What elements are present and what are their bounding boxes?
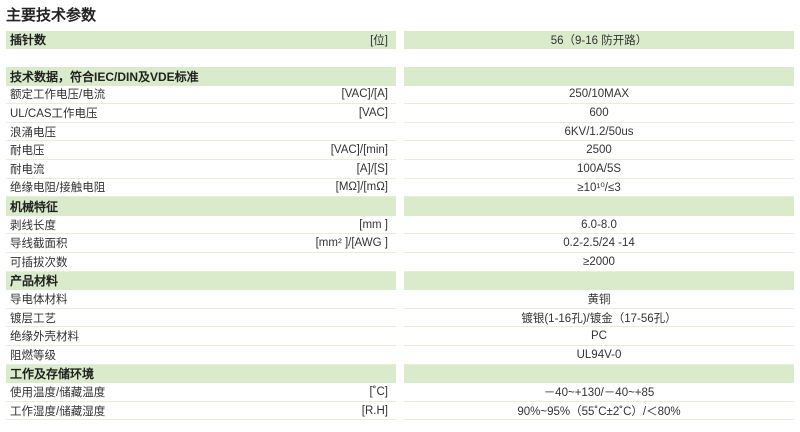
param-name: 可插拔次数 (10, 256, 68, 269)
param-name: 机械特征 (10, 199, 59, 214)
value-cell: ≥10¹⁰/≤3 (404, 179, 794, 198)
value-cell: 0.2-2.5/24 -14 (404, 234, 794, 253)
table-row: 额定工作电压/电流 [VAC]/[A] 250/10MAX (0, 86, 800, 105)
param-name: 工作湿度/储藏湿度 (10, 405, 106, 418)
param-name: 阻燃等级 (10, 349, 56, 362)
param-unit: [位] (370, 34, 388, 47)
value-cell: 600 (404, 104, 794, 123)
section-header-row: 产品材料 (0, 271, 800, 291)
table-row: 耐电压 [VAC]/[min] 2500 (0, 141, 800, 160)
param-cell: 产品材料 (6, 271, 396, 291)
param-name: 额定工作电压/电流 (10, 89, 106, 102)
param-unit: [mm ] (359, 218, 388, 231)
section-header-row: 机械特征 (0, 197, 800, 216)
value-cell: 100A/5S (404, 160, 794, 179)
param-cell: UL/CAS工作电压 [VAC] (6, 104, 396, 123)
param-name: 技术数据，符合IEC/DIN及VDE标准 (10, 69, 199, 84)
section-header-row: 工作及存储环境 (0, 364, 800, 384)
value-cell: 6.0-8.0 (404, 216, 794, 235)
param-name: 绝缘外壳材料 (10, 331, 79, 344)
param-unit: [˚C] (369, 385, 388, 398)
param-name: 耐电压 (10, 145, 45, 158)
value-cell: 黄铜 (404, 290, 794, 309)
table-row: 绝缘外壳材料 PC (0, 327, 800, 346)
param-cell: 导电体材料 (6, 290, 396, 309)
table-row: 工作湿度/储藏湿度 [R.H] 90%~95%（55˚C±2˚C）/＜80% (0, 402, 800, 421)
param-cell: 耐电压 [VAC]/[min] (6, 141, 396, 160)
param-name: 插针数 (10, 33, 47, 48)
table-row: 剥线长度 [mm ] 6.0-8.0 (0, 216, 800, 235)
value-cell: PC (404, 327, 794, 346)
table-row: 耐电流 [A]/[S] 100A/5S (0, 160, 800, 179)
param-name: 浪涌电压 (10, 126, 56, 139)
param-cell: 工作湿度/储藏湿度 [R.H] (6, 402, 396, 421)
param-cell: 绝缘外壳材料 (6, 327, 396, 346)
param-name: UL/CAS工作电压 (10, 107, 98, 120)
param-unit: [VAC] (358, 106, 388, 119)
table-row: 导线截面积 [mm² ]/[AWG ] 0.2-2.5/24 -14 (0, 234, 800, 253)
value-cell: 90%~95%（55˚C±2˚C）/＜80% (404, 402, 794, 421)
param-unit: [mm² ]/[AWG ] (315, 237, 388, 250)
param-cell: 绝缘电阻/接触电阻 [MΩ]/[mΩ] (6, 179, 396, 198)
value-cell: －40~+130/－40~+85 (404, 383, 794, 402)
table-row: 绝缘电阻/接触电阻 [MΩ]/[mΩ] ≥10¹⁰/≤3 (0, 179, 800, 198)
param-name: 剥线长度 (10, 219, 56, 232)
table-row: 使用温度/储藏温度 [˚C] －40~+130/－40~+85 (0, 383, 800, 402)
param-name: 产品材料 (10, 274, 59, 289)
value-cell (404, 364, 794, 384)
table-row: 浪涌电压 6KV/1.2/50us (0, 123, 800, 142)
param-cell: 工作及存储环境 (6, 364, 396, 384)
section-header-row: 技术数据，符合IEC/DIN及VDE标准 (0, 67, 800, 86)
param-unit: [R.H] (361, 404, 388, 417)
value-cell (404, 197, 794, 216)
param-cell: 插针数 [位] (6, 30, 396, 49)
param-name: 耐电流 (10, 163, 45, 176)
value-cell: 56（9-16 防开路） (404, 30, 794, 49)
param-cell: 可插拔次数 (6, 253, 396, 272)
param-cell: 镀层工艺 (6, 309, 396, 328)
param-name: 工作及存储环境 (10, 367, 95, 382)
param-cell: 机械特征 (6, 197, 396, 216)
param-name: 镀层工艺 (10, 312, 56, 325)
value-cell: 2500 (404, 141, 794, 160)
param-cell: 浪涌电压 (6, 123, 396, 142)
value-cell (404, 271, 794, 291)
table-row: 镀层工艺 镀银(1-16孔)/镀金（17-56孔） (0, 309, 800, 328)
param-name: 导电体材料 (10, 293, 68, 306)
param-unit: [VAC]/[A] (341, 88, 388, 101)
param-cell: 使用温度/储藏温度 [˚C] (6, 383, 396, 402)
param-cell: 剥线长度 [mm ] (6, 216, 396, 235)
table-row: 阻燃等级 UL94V-0 (0, 346, 800, 365)
param-cell: 导线截面积 [mm² ]/[AWG ] (6, 234, 396, 253)
param-unit: [A]/[S] (356, 162, 388, 175)
value-cell (404, 67, 794, 86)
page-title: 主要技术参数 (6, 7, 97, 24)
value-cell: ≥2000 (404, 253, 794, 272)
param-name: 使用温度/储藏温度 (10, 386, 106, 399)
table-row: 可插拔次数 ≥2000 (0, 253, 800, 272)
param-cell: 技术数据，符合IEC/DIN及VDE标准 (6, 67, 396, 86)
value-cell: 250/10MAX (404, 86, 794, 105)
table-row: UL/CAS工作电压 [VAC] 600 (0, 104, 800, 123)
param-unit: [MΩ]/[mΩ] (335, 181, 388, 194)
section-header-row: 插针数 [位] 56（9-16 防开路） (0, 30, 800, 49)
table-row: 导电体材料 黄铜 (0, 290, 800, 309)
param-cell: 阻燃等级 (6, 346, 396, 365)
value-cell: 6KV/1.2/50us (404, 123, 794, 142)
value-cell: UL94V-0 (404, 346, 794, 365)
param-cell: 额定工作电压/电流 [VAC]/[A] (6, 86, 396, 105)
param-name: 导线截面积 (10, 238, 68, 251)
param-unit: [VAC]/[min] (330, 144, 388, 157)
param-name: 绝缘电阻/接触电阻 (10, 182, 106, 195)
param-cell: 耐电流 [A]/[S] (6, 160, 396, 179)
value-cell: 镀银(1-16孔)/镀金（17-56孔） (404, 309, 794, 328)
